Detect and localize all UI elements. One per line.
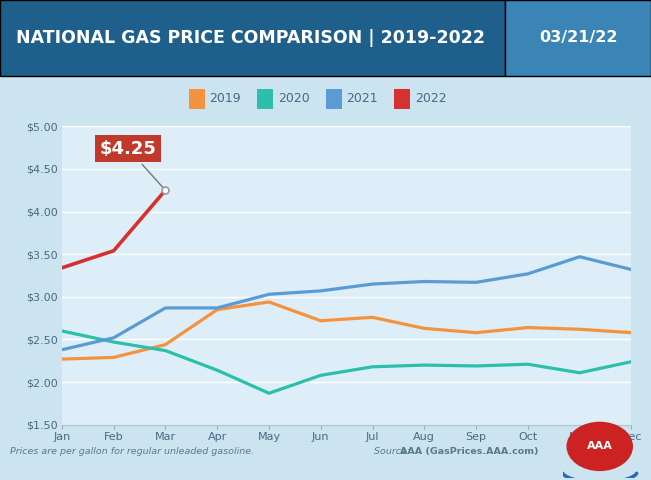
Text: AAA (GasPrices.AAA.com): AAA (GasPrices.AAA.com) bbox=[400, 447, 539, 456]
FancyBboxPatch shape bbox=[505, 0, 651, 76]
Text: 2021: 2021 bbox=[346, 92, 378, 105]
Text: AAA: AAA bbox=[587, 442, 613, 451]
Text: 2020: 2020 bbox=[278, 92, 310, 105]
Text: $4.25: $4.25 bbox=[100, 140, 163, 188]
Bar bbox=[394, 89, 410, 108]
Text: Source:: Source: bbox=[374, 447, 413, 456]
Text: NATIONAL GAS PRICE COMPARISON | 2019-2022: NATIONAL GAS PRICE COMPARISON | 2019-202… bbox=[16, 29, 485, 47]
Text: 03/21/22: 03/21/22 bbox=[539, 30, 617, 46]
Bar bbox=[189, 89, 205, 108]
Text: Prices are per gallon for regular unleaded gasoline.: Prices are per gallon for regular unlead… bbox=[10, 447, 254, 456]
Text: 2022: 2022 bbox=[415, 92, 447, 105]
FancyBboxPatch shape bbox=[0, 0, 505, 76]
Circle shape bbox=[567, 422, 632, 470]
Text: 2019: 2019 bbox=[210, 92, 242, 105]
Bar bbox=[257, 89, 273, 108]
Bar bbox=[326, 89, 342, 108]
